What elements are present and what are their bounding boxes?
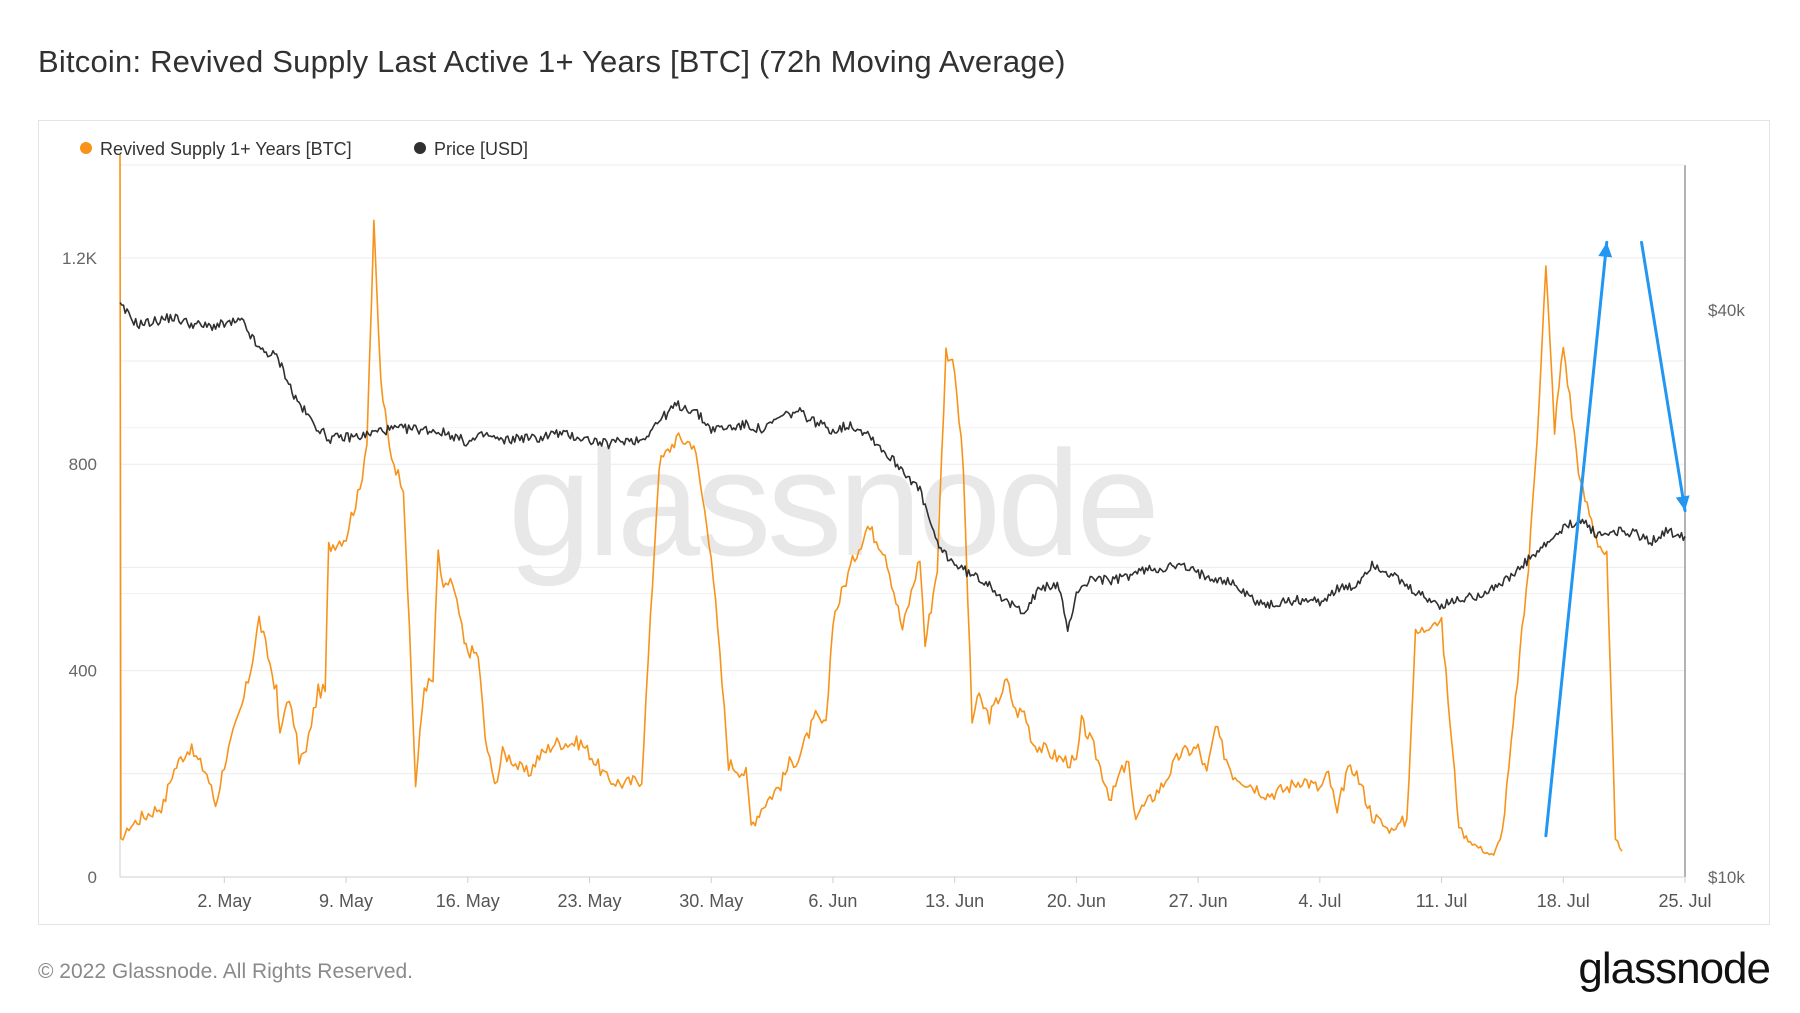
grid — [120, 257, 1685, 775]
annotation-arrow-line — [1640, 240, 1687, 513]
y-left-tick-label: 0 — [88, 868, 97, 887]
x-tick-label: 9. May — [319, 891, 373, 911]
legend-marker — [80, 142, 92, 154]
x-tick-label: 27. Jun — [1169, 891, 1228, 911]
footer-copyright: © 2022 Glassnode. All Rights Reserved. — [38, 960, 414, 983]
annotation-arrow-head — [1675, 495, 1690, 511]
y-right-tick-label: $10k — [1708, 868, 1745, 887]
series — [119, 154, 1686, 856]
y-left-tick-label: 400 — [69, 662, 97, 681]
series-line-price — [119, 302, 1686, 632]
x-tick-label: 20. Jun — [1047, 891, 1106, 911]
x-tick-label: 23. May — [557, 891, 621, 911]
chart-frame — [38, 120, 1770, 925]
series-line-revived-supply — [119, 154, 1623, 856]
x-tick-label: 16. May — [436, 891, 500, 911]
annotations — [1544, 240, 1690, 838]
x-tick-label: 11. Jul — [1416, 891, 1468, 911]
y-right-tick-label: $40k — [1708, 301, 1745, 320]
x-tick-label: 30. May — [679, 891, 743, 911]
x-tick-label: 25. Jul — [1658, 891, 1711, 911]
legend: Revived Supply 1+ Years [BTC] Price [USD] — [80, 139, 528, 159]
annotation-arrow-head — [1598, 242, 1613, 258]
y-left-tick-label: 800 — [69, 455, 97, 474]
x-tick-label: 4. Jul — [1298, 891, 1341, 911]
x-tick-label: 6. Jun — [808, 891, 857, 911]
legend-label: Price [USD] — [434, 139, 528, 159]
legend-marker — [414, 142, 426, 154]
watermark-text: glassnode — [508, 419, 1156, 587]
glassnode-logo[interactable]: glassnode — [1578, 944, 1771, 993]
y-left-tick-label: 1.2K — [62, 249, 98, 268]
annotation-arrow-line — [1544, 240, 1609, 838]
x-tick-label: 18. Jul — [1537, 891, 1590, 911]
x-tick-label: 2. May — [197, 891, 251, 911]
legend-label: Revived Supply 1+ Years [BTC] — [100, 139, 352, 159]
chart-title: Bitcoin: Revived Supply Last Active 1+ Y… — [38, 44, 1066, 79]
x-tick-label: 13. Jun — [925, 891, 984, 911]
